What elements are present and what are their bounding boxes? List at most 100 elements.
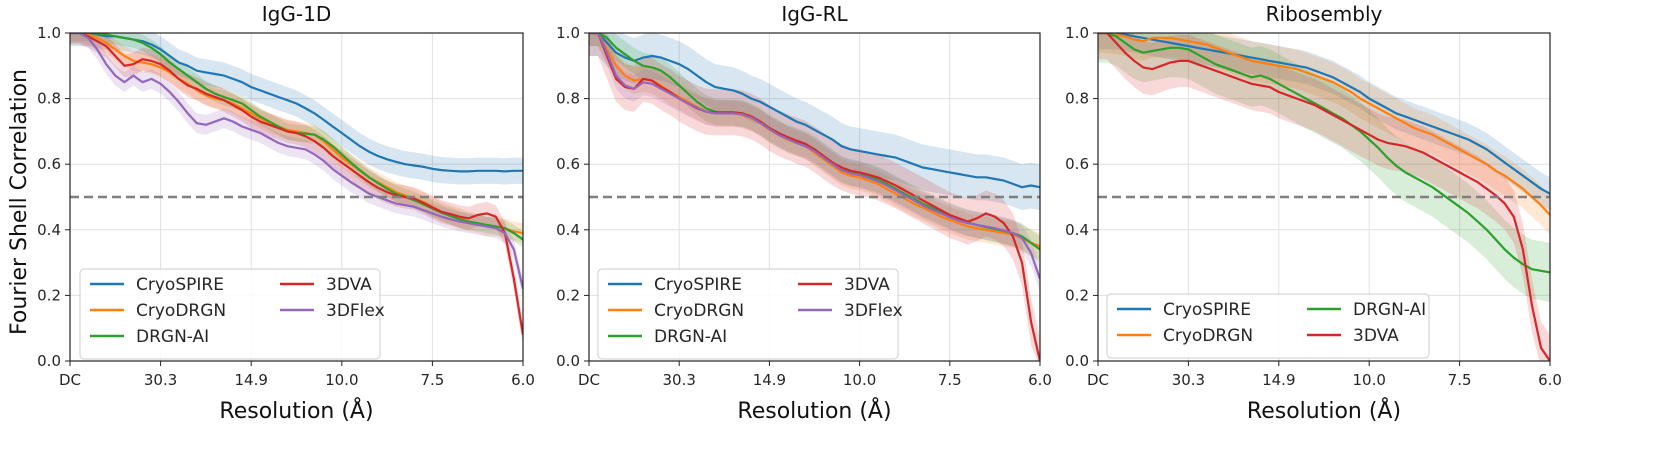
legend-label: 3DFlex — [326, 301, 385, 321]
legend-label: 3DVA — [844, 275, 890, 295]
panel-title: IgG-1D — [262, 2, 331, 26]
y-tick-label: 0.4 — [556, 221, 580, 239]
x-tick-label: DC — [578, 371, 600, 389]
band-3dflex — [589, 33, 1040, 293]
band-drgn-ai — [70, 33, 523, 248]
legend-label: DRGN-AI — [1353, 300, 1426, 320]
legend-item-drgn-ai: DRGN-AI — [90, 327, 209, 347]
panel-igg-1d: DC 30.3 14.9 10.0 7.5 6.0 0.0 0.2 0.4 0.6 0.8 1.0 Ig… — [37, 2, 535, 424]
legend-item-cryodrgn: CryoDRGN — [90, 301, 226, 321]
y-tick-label: 1.0 — [37, 24, 61, 42]
x-tick-label: 30.3 — [662, 371, 695, 389]
y-tick-label: 0.6 — [556, 155, 580, 173]
x-tick-label: 10.0 — [1352, 371, 1385, 389]
legend-label: CryoDRGN — [136, 301, 226, 321]
y-tick-label: 0.2 — [1065, 286, 1089, 304]
series-line-cryodrgn — [1098, 33, 1550, 216]
band-3dflex — [70, 33, 523, 299]
series-line-3dflex — [70, 33, 523, 290]
x-axis-label: Resolution (Å) — [1247, 397, 1401, 424]
band-3dva — [1098, 33, 1550, 361]
series-line-3dflex — [589, 33, 1040, 280]
legend-label: 3DVA — [326, 275, 372, 295]
legend-item-3dflex: 3DFlex — [280, 301, 385, 321]
x-tick-label: 10.0 — [325, 371, 358, 389]
band-cryospire — [589, 33, 1040, 211]
x-tick-label: 6.0 — [1538, 371, 1562, 389]
x-tick-label: 7.5 — [938, 371, 962, 389]
x-tick-label: 30.3 — [144, 371, 177, 389]
axes-frame — [1097, 32, 1551, 362]
series-line-cryospire — [589, 33, 1040, 189]
legend-item-drgn-ai: DRGN-AI — [1307, 300, 1426, 320]
legend-label: CryoSPIRE — [136, 275, 224, 295]
y-tick-label: 0.8 — [1065, 90, 1089, 108]
series-line-cryospire — [70, 33, 523, 173]
x-tick-label: 10.0 — [843, 371, 876, 389]
x-tick-label: 7.5 — [1448, 371, 1472, 389]
y-tick-label: 0.0 — [37, 352, 61, 370]
y-tick-label: 0.8 — [37, 90, 61, 108]
band-cryospire — [70, 33, 523, 185]
x-tick-label: 7.5 — [420, 371, 444, 389]
series-line-cryospire — [1098, 33, 1550, 195]
y-tick-label: 0.8 — [556, 90, 580, 108]
panel-title: IgG-RL — [781, 2, 848, 26]
series-line-3dva — [589, 33, 1040, 361]
legend-label: 3DFlex — [844, 301, 903, 321]
legend-label: CryoSPIRE — [654, 275, 742, 295]
legend-box — [1106, 293, 1430, 359]
y-tick-label: 0.0 — [556, 352, 580, 370]
y-tick-label: 0.4 — [1065, 221, 1089, 239]
y-tick-label: 0.4 — [37, 221, 61, 239]
legend-label: 3DVA — [1353, 326, 1399, 346]
y-tick-label: 0.2 — [37, 286, 61, 304]
band-3dva — [70, 33, 523, 347]
legend-item-drgn-ai: DRGN-AI — [608, 327, 727, 347]
panel-igg-rl: DC 30.3 14.9 10.0 7.5 6.0 0.0 0.2 0.4 0.6 0.8 1.0 Ig… — [556, 2, 1052, 424]
legend-item-3dflex: 3DFlex — [798, 301, 903, 321]
legend-item-cryospire: CryoSPIRE — [608, 275, 742, 295]
x-tick-label: 6.0 — [1028, 371, 1052, 389]
plot-area — [1098, 33, 1550, 361]
legend: CryoSPIRE CryoDRGN DRGN-AI 3DVA 3DFlex — [79, 268, 385, 360]
x-tick-label: 6.0 — [511, 371, 535, 389]
y-tick-label: 0.6 — [1065, 155, 1089, 173]
y-tick-label: 0.6 — [37, 155, 61, 173]
panel-ribosembly: DC 30.3 14.9 10.0 7.5 6.0 0.0 0.2 0.4 0.6 0.8 1.0 Ri… — [1065, 2, 1562, 424]
series-line-drgn-ai — [1098, 33, 1550, 274]
x-tick-label: 14.9 — [1262, 371, 1295, 389]
plot-area — [589, 33, 1040, 361]
legend-item-cryodrgn: CryoDRGN — [1117, 326, 1253, 346]
y-tick-label: 0.0 — [1065, 352, 1089, 370]
x-tick-label: 30.3 — [1172, 371, 1205, 389]
plot-area — [70, 33, 523, 347]
x-tick-label: DC — [59, 371, 81, 389]
axes-frame — [588, 32, 1041, 362]
legend-box — [79, 268, 381, 360]
x-axis-label: Resolution (Å) — [737, 397, 891, 424]
legend-label: DRGN-AI — [654, 327, 727, 347]
legend-item-3dva: 3DVA — [280, 275, 372, 295]
series-line-3dva — [1098, 33, 1550, 361]
legend-item-3dva: 3DVA — [798, 275, 890, 295]
legend-item-cryodrgn: CryoDRGN — [608, 301, 744, 321]
panel-title: Ribosembly — [1266, 2, 1383, 26]
x-axis-label: Resolution (Å) — [219, 397, 373, 424]
band-drgn-ai — [1098, 33, 1550, 302]
legend-label: DRGN-AI — [136, 327, 209, 347]
band-cryospire — [1098, 33, 1550, 211]
axes-frame — [69, 32, 524, 362]
x-tick-label: 14.9 — [234, 371, 267, 389]
legend-item-3dva: 3DVA — [1307, 326, 1399, 346]
series-line-3dva — [70, 33, 523, 335]
panels: DC 30.3 14.9 10.0 7.5 6.0 0.0 0.2 0.4 0.6 0.8 1.0 Ig… — [37, 2, 1562, 424]
legend-label: CryoSPIRE — [1163, 300, 1251, 320]
legend-item-cryospire: CryoSPIRE — [1117, 300, 1251, 320]
band-cryodrgn — [70, 33, 523, 243]
legend-box — [597, 268, 899, 360]
y-tick-label: 0.2 — [556, 286, 580, 304]
legend-label: CryoDRGN — [654, 301, 744, 321]
y-axis-label: Fourier Shell Correlation — [7, 69, 32, 335]
